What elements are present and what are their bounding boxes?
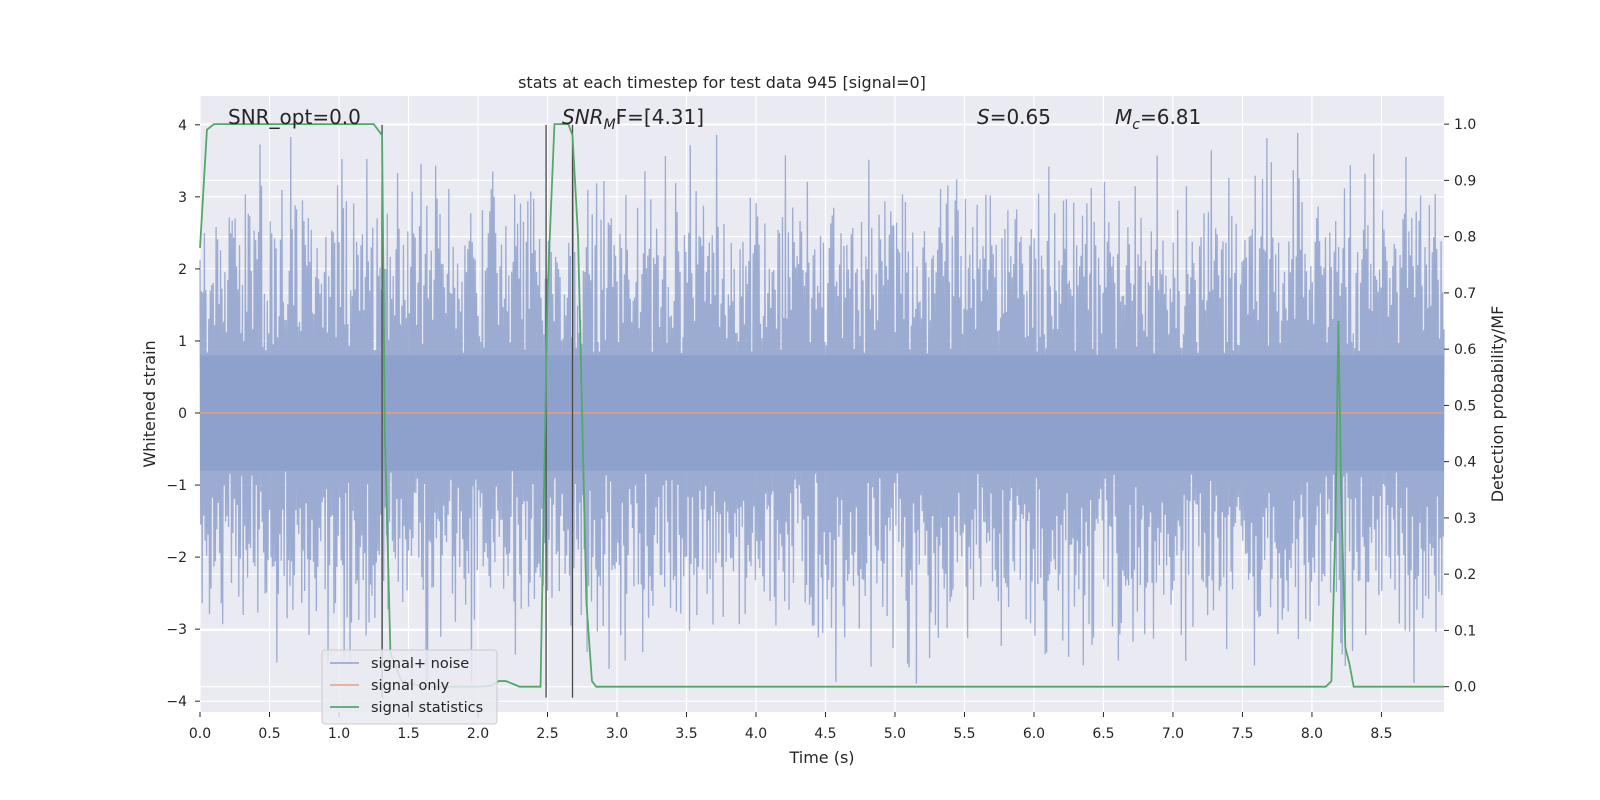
y-tick-label-2: 2 xyxy=(178,262,187,278)
y-axis-label: Whitened strain xyxy=(140,340,159,467)
x-tick-label-4: 2.0 xyxy=(467,726,489,742)
y2-axis-ticks: 1.0 0.9 0.8 0.7 0.6 0.5 0.4 0.3 0.2 0.1 0.0 xyxy=(1444,117,1476,696)
x-tick-label-6: 3.0 xyxy=(606,726,628,742)
annotation-mc-main: M xyxy=(1115,105,1132,129)
signal-statistics-line xyxy=(199,123,1444,688)
y-axis-ticks: 4 3 2 1 0 −1 −2 −3 −4 xyxy=(166,118,200,710)
annotation-snr-mf-main: SNR xyxy=(562,105,604,129)
x-tick-label-2: 1.0 xyxy=(328,726,350,742)
annotation-mc-sub: c xyxy=(1132,117,1140,133)
x-tick-label-14: 7.0 xyxy=(1162,726,1184,742)
annotation-snr-opt: SNR_opt=0.0 xyxy=(228,105,361,129)
x-tick-label-7: 3.5 xyxy=(675,726,697,742)
y2-tick-label-7: 0.3 xyxy=(1454,511,1476,527)
annotation-mc-rest: =6.81 xyxy=(1140,105,1201,129)
x-tick-label-8: 4.0 xyxy=(745,726,767,742)
y2-tick-label-3: 0.7 xyxy=(1454,286,1476,302)
y2-tick-label-5: 0.5 xyxy=(1454,398,1476,414)
x-axis-ticks: 0.0 0.5 1.0 1.5 2.0 2.5 3.0 3.5 4.0 4.5 5.0 5.5 6.0 6… xyxy=(189,712,1393,742)
chart-title: stats at each timestep for test data 945… xyxy=(518,73,926,92)
x-tick-label-1: 0.5 xyxy=(258,726,280,742)
y2-tick-label-6: 0.4 xyxy=(1454,455,1476,471)
y-tick-label-8: −4 xyxy=(166,694,187,710)
y-tick-label-1: 3 xyxy=(178,190,187,206)
annotation-s: S=0.65 xyxy=(977,105,1051,129)
x-tick-label-13: 6.5 xyxy=(1092,726,1114,742)
y2-tick-label-2: 0.8 xyxy=(1454,230,1476,246)
y-tick-label-3: 1 xyxy=(178,334,187,350)
legend-label-statistics: signal statistics xyxy=(371,700,483,716)
legend: signal+ noise signal only signal statist… xyxy=(321,649,498,725)
y2-tick-label-0: 1.0 xyxy=(1454,117,1476,133)
x-axis-label: Time (s) xyxy=(788,748,854,767)
y-tick-label-6: −2 xyxy=(166,550,187,566)
legend-label-signal-only: signal only xyxy=(371,678,450,694)
x-tick-label-16: 8.0 xyxy=(1301,726,1323,742)
x-tick-label-0: 0.0 xyxy=(189,726,211,742)
y-tick-label-7: −3 xyxy=(166,622,187,638)
x-tick-label-10: 5.0 xyxy=(884,726,906,742)
annotation-mc: Mc=6.81 xyxy=(1115,105,1201,133)
x-tick-label-17: 8.5 xyxy=(1370,726,1392,742)
y2-tick-label-9: 0.1 xyxy=(1454,623,1476,639)
annotation-s-main: S xyxy=(977,105,990,129)
y2-tick-label-1: 0.9 xyxy=(1454,173,1476,189)
x-tick-label-12: 6.0 xyxy=(1023,726,1045,742)
x-tick-label-3: 1.5 xyxy=(397,726,419,742)
y2-axis-label: Detection probability/MF xyxy=(1488,306,1507,503)
x-tick-label-15: 7.5 xyxy=(1231,726,1253,742)
annotation-s-rest: =0.65 xyxy=(990,105,1051,129)
y-tick-label-5: −1 xyxy=(166,478,187,494)
y2-tick-label-4: 0.6 xyxy=(1454,342,1476,358)
y-tick-label-4: 0 xyxy=(178,406,187,422)
x-tick-label-11: 5.5 xyxy=(953,726,975,742)
y-tick-label-0: 4 xyxy=(178,118,187,134)
annotation-snr-mf-rest: F=[4.31] xyxy=(616,105,704,129)
x-tick-label-5: 2.5 xyxy=(536,726,558,742)
x-tick-label-9: 4.5 xyxy=(814,726,836,742)
annotation-snr-mf: SNRMF=[4.31] xyxy=(562,105,704,133)
annotation-snr-mf-sub: M xyxy=(604,117,616,133)
y2-tick-label-10: 0.0 xyxy=(1454,680,1476,696)
legend-label-noise: signal+ noise xyxy=(371,656,469,672)
y2-tick-label-8: 0.2 xyxy=(1454,567,1476,583)
legend-box xyxy=(321,649,498,725)
